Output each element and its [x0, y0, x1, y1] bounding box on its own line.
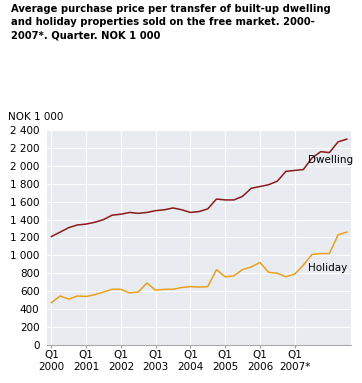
Text: NOK 1 000: NOK 1 000	[8, 111, 63, 122]
Text: Average purchase price per transfer of built-up dwelling
and holiday properties : Average purchase price per transfer of b…	[11, 4, 331, 40]
Text: Dwelling: Dwelling	[308, 155, 353, 165]
Text: Holiday: Holiday	[308, 264, 347, 273]
